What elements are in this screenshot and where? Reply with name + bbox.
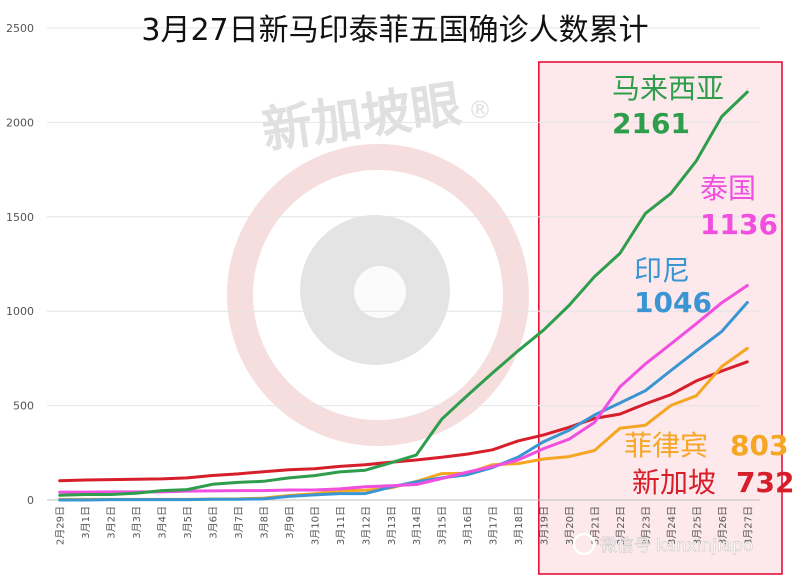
wechat-id: kanxinjiapo (656, 536, 753, 556)
series-name-label: 泰国 (700, 172, 756, 205)
y-tick-label: 2500 (6, 22, 34, 35)
x-tick-label: 3月25日 (691, 506, 703, 545)
x-tick-label: 3月24日 (666, 506, 678, 545)
wechat-watermark: 微信号 kanxinjiapo (572, 532, 754, 556)
series-layer (58, 90, 749, 502)
series-name-label: 菲律宾 (624, 429, 708, 462)
series-name-label: 新加坡 (632, 466, 716, 499)
y-tick-label: 2000 (6, 116, 34, 129)
x-tick-label: 3月18日 (513, 506, 525, 545)
wechat-prefix: 微信号 (600, 536, 651, 556)
x-tick-label: 3月1日 (80, 506, 92, 539)
x-tick-label: 3月4日 (157, 506, 169, 539)
watermark-registered-mark: ® (468, 96, 492, 124)
y-tick-label: 0 (27, 494, 34, 507)
wechat-icon (572, 532, 596, 556)
x-tick-label: 3月22日 (615, 506, 627, 545)
watermark-logo-eye (354, 266, 406, 318)
x-tick-label: 3月23日 (640, 506, 652, 545)
series-value-label: 803 (730, 429, 788, 462)
x-tick-label: 2月29日 (55, 506, 67, 545)
x-tick-label: 3月14日 (411, 506, 423, 545)
x-tick-label: 3月2日 (106, 506, 118, 539)
x-tick-label: 3月11日 (335, 506, 347, 545)
grid-layer (47, 27, 760, 501)
x-tick-label: 3月27日 (742, 506, 754, 545)
chart-title: 3月27日新马印泰菲五国确诊人数累计 (141, 13, 648, 48)
x-tick-label: 3月3日 (131, 506, 143, 539)
x-tick-label: 3月10日 (309, 506, 321, 545)
highlight-layer (538, 61, 783, 575)
x-tick-label: 3月15日 (437, 506, 449, 545)
series-name-label: 印尼 (634, 254, 690, 287)
highlight-box (538, 61, 783, 575)
series-value-label: 1046 (634, 286, 712, 319)
x-tick-label: 3月12日 (360, 506, 372, 545)
x-tick-label: 3月13日 (386, 506, 398, 545)
axis-layer: 0 500 1000 1500 2000 2500 2月29日 3月1日 3月2日 3月3日 3月4… (6, 22, 754, 545)
x-tick-label: 3月26日 (717, 506, 729, 545)
y-tick-label: 1500 (6, 211, 34, 224)
x-tick-label: 3月7日 (233, 506, 245, 539)
x-tick-label: 3月21日 (589, 506, 601, 545)
watermark-layer: 新加坡眼 ® (227, 75, 529, 446)
x-tick-label: 3月8日 (258, 506, 270, 539)
series-line (58, 360, 749, 483)
x-tick-label: 3月5日 (182, 506, 194, 539)
series-value-label: 732 (736, 466, 794, 499)
series-value-label: 1136 (700, 208, 778, 241)
watermark-logo-ring (227, 144, 529, 446)
series-name-label: 马来西亚 (612, 72, 724, 105)
x-tick-label: 3月20日 (564, 506, 576, 545)
series-value-label: 2161 (612, 107, 690, 140)
x-tick-label: 3月9日 (284, 506, 296, 539)
x-tick-label: 3月17日 (488, 506, 500, 545)
x-tick-label: 3月19日 (539, 506, 551, 545)
y-tick-label: 1000 (6, 305, 34, 318)
x-tick-label: 3月6日 (208, 506, 220, 539)
y-tick-label: 500 (13, 400, 34, 413)
series-line (58, 90, 749, 497)
x-tick-label: 3月16日 (462, 506, 474, 545)
